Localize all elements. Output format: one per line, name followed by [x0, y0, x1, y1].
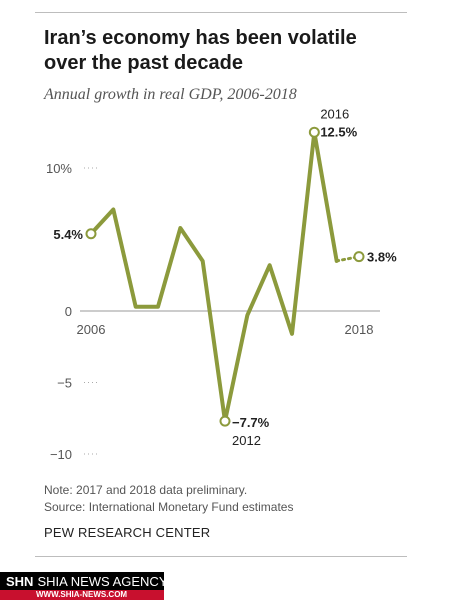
- data-year-label: 2016: [320, 106, 349, 121]
- data-label: 5.4%: [53, 227, 83, 242]
- y-tick-label: 10%: [46, 161, 72, 176]
- chart-title: Iran’s economy has been volatile over th…: [44, 27, 357, 74]
- data-point-marker: [353, 251, 365, 263]
- data-point-marker: [308, 126, 320, 138]
- gdp-line-chart: 10% 0 −5 −10 2006 2018 5.4% −7.7% 2012 2016 12.5% 3…: [46, 106, 397, 462]
- data-point-marker: [85, 228, 97, 240]
- data-label: 3.8%: [367, 250, 397, 265]
- data-year-label: 2012: [232, 433, 261, 448]
- agency-banner: [0, 572, 164, 590]
- top-divider: [35, 12, 407, 13]
- chart-source: Source: International Monetary Fund esti…: [44, 500, 294, 514]
- agency-url: WWW.SHIA-NEWS.COM: [36, 590, 128, 599]
- data-label: −7.7%: [232, 415, 270, 430]
- data-point-marker: [219, 415, 231, 427]
- agency-logo-text: SHN SHIA NEWS AGENCY: [6, 574, 168, 589]
- agency-full-name: SHIA NEWS AGENCY: [37, 574, 168, 589]
- x-tick-label: 2018: [345, 322, 374, 337]
- agency-short-name: SHN: [6, 574, 34, 589]
- chart-note: Note: 2017 and 2018 data preliminary.: [44, 483, 248, 497]
- series-line-solid: [89, 130, 339, 424]
- chart-subtitle: Annual growth in real GDP, 2006-2018: [44, 86, 297, 103]
- organization-name: PEW RESEARCH CENTER: [44, 525, 211, 540]
- agency-url-banner: [0, 590, 164, 600]
- y-tick-label: −5: [57, 376, 72, 391]
- bottom-divider: [35, 556, 407, 557]
- y-tick-label: 0: [65, 304, 72, 319]
- data-label: 12.5%: [320, 124, 357, 139]
- x-tick-label: 2006: [77, 322, 106, 337]
- y-tick-label: −10: [50, 447, 72, 462]
